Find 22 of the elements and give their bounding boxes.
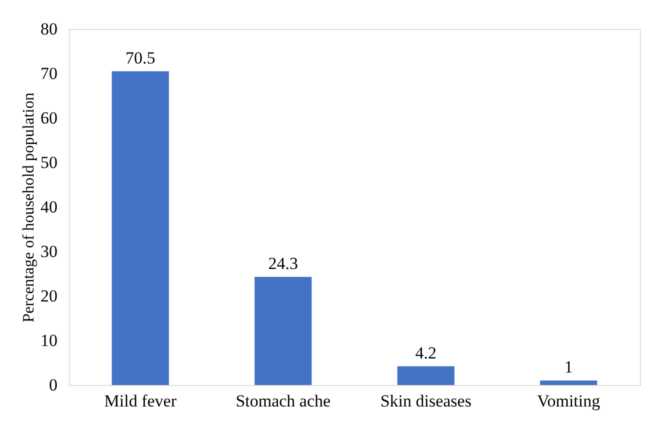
y-tick-label: 0 <box>49 376 58 394</box>
y-axis-title: Percentage of household population <box>20 92 38 322</box>
y-tick-label: 70 <box>40 64 58 83</box>
y-tick-label: 60 <box>40 108 58 128</box>
bar <box>397 366 454 385</box>
x-tick-label: Mild fever <box>104 392 177 410</box>
y-tick-label: 30 <box>40 242 58 261</box>
data-label: 24.3 <box>268 254 298 273</box>
data-label: 1 <box>564 358 573 377</box>
y-tick-label: 20 <box>40 286 58 306</box>
bar <box>540 380 598 385</box>
data-label: 70.5 <box>126 48 156 68</box>
data-label: 4.2 <box>415 343 436 362</box>
x-tick-label: Vomiting <box>537 392 601 410</box>
bar <box>112 71 169 385</box>
y-tick-label: 80 <box>40 20 58 38</box>
y-tick-label: 10 <box>40 331 58 350</box>
y-tick-label: 50 <box>40 153 58 172</box>
x-tick-label: Skin diseases <box>380 392 472 410</box>
bar <box>254 276 312 385</box>
x-tick-label: Stomach ache <box>236 392 331 410</box>
y-tick-label: 40 <box>40 198 58 216</box>
